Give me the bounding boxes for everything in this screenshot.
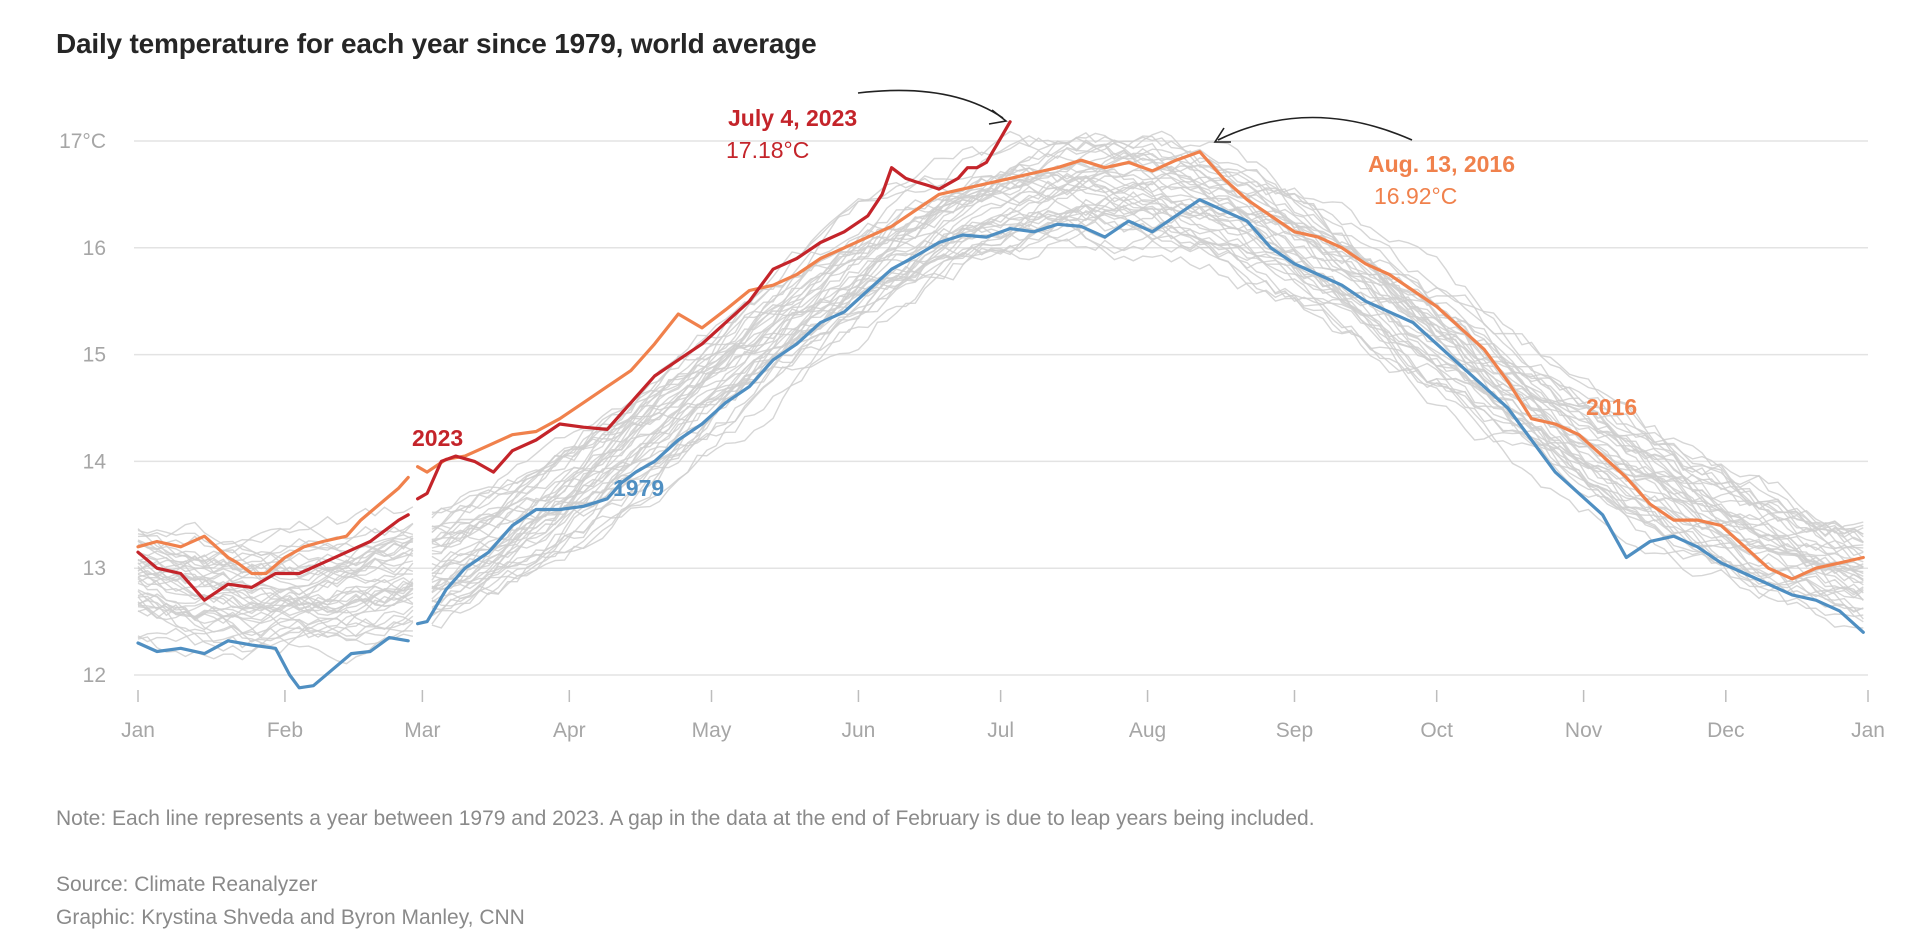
footnote-note: Note: Each line represents a year betwee… [56, 807, 1315, 830]
x-tick-label: May [692, 719, 732, 742]
y-axis: 12 13 14 15 16 17°C [59, 130, 106, 687]
temperature-chart: 12 13 14 15 16 17°C Jan Feb Mar Apr May Jun Jul Aug S… [59, 89, 1885, 742]
y-tick-label: 16 [83, 237, 106, 260]
x-tick-label: Sep [1276, 719, 1313, 742]
background-year-line [137, 537, 414, 578]
x-tick-label: Jul [987, 719, 1014, 742]
background-year-line [137, 559, 414, 617]
x-tick-label: Aug [1129, 719, 1166, 742]
x-tick-label: Feb [267, 719, 303, 742]
annotation-july-4-2023-arrowhead [988, 109, 1008, 125]
chart-title: Daily temperature for each year since 19… [56, 28, 817, 59]
y-tick-label: 12 [83, 664, 106, 687]
annotation-july-4-2023-value: 17.18°C [726, 137, 809, 163]
footnote-graphic: Graphic: Krystina Shveda and Byron Manle… [56, 906, 525, 929]
background-year-line [137, 595, 414, 638]
background-year-line [431, 220, 1864, 615]
background-year-line [431, 142, 1864, 541]
background-year-line [137, 522, 414, 568]
annotation-july-4-2023-label: July 4, 2023 [728, 105, 857, 131]
background-year-line [137, 592, 414, 647]
background-year-line [431, 173, 1864, 590]
y-tick-label: 17°C [59, 130, 106, 153]
series-line-2016 [136, 475, 410, 576]
annotation-aug-13-2016-arrowhead [1213, 127, 1231, 143]
background-year-line [137, 578, 414, 625]
y-tick-label: 14 [83, 450, 107, 473]
background-years-lines [137, 130, 1864, 665]
x-axis: Jan Feb Mar Apr May Jun Jul Aug Sep Oct Nov Dec Jan [121, 690, 1885, 742]
background-year-line [137, 594, 414, 618]
background-year-line [137, 530, 414, 583]
series-line-1979 [416, 198, 1865, 634]
label-2023: 2023 [412, 425, 463, 451]
background-year-line [431, 197, 1864, 594]
background-year-line [137, 565, 414, 614]
x-tick-label: Nov [1565, 719, 1603, 742]
background-year-line [431, 205, 1864, 618]
x-tick-label: Jan [1851, 719, 1885, 742]
label-2016: 2016 [1586, 394, 1637, 420]
annotation-aug-13-2016-value: 16.92°C [1374, 183, 1457, 209]
background-year-line [431, 194, 1864, 588]
x-tick-label: Oct [1420, 719, 1453, 742]
background-year-line [431, 202, 1864, 625]
grid-layer [134, 140, 1868, 676]
background-year-line [137, 529, 414, 561]
y-tick-label: 15 [83, 344, 106, 367]
background-year-line [431, 210, 1864, 601]
background-year-line [431, 180, 1864, 613]
highlighted-years-lines [136, 120, 1865, 690]
background-year-line [431, 137, 1864, 544]
x-tick-label: Dec [1707, 719, 1744, 742]
background-year-line [431, 153, 1864, 572]
background-year-line [431, 201, 1864, 590]
label-1979: 1979 [613, 475, 664, 501]
background-year-line [137, 608, 414, 661]
series-line-2016 [416, 150, 1865, 581]
background-year-line [431, 176, 1864, 582]
background-year-line [137, 576, 414, 637]
background-year-line [137, 576, 414, 609]
background-year-line [431, 130, 1864, 537]
footnote-source: Source: Climate Reanalyzer [56, 873, 318, 896]
series-line-1979 [136, 636, 410, 690]
background-year-line [137, 604, 414, 649]
annotations: July 4, 2023 17.18°C Aug. 13, 2016 16.92… [412, 89, 1637, 501]
background-year-line [137, 520, 414, 546]
series-line-2023 [136, 513, 410, 602]
background-year-line [431, 136, 1864, 555]
x-tick-label: Jun [842, 719, 876, 742]
x-tick-label: Jan [121, 719, 155, 742]
background-year-line [137, 585, 414, 646]
annotation-aug-13-2016-arrow [1217, 116, 1413, 141]
background-year-line [137, 556, 414, 606]
background-year-line [431, 144, 1864, 576]
background-year-line [431, 206, 1864, 609]
x-tick-label: Mar [404, 719, 440, 742]
background-year-line [137, 557, 414, 611]
background-year-line [137, 547, 414, 612]
background-year-line [137, 543, 414, 588]
annotation-july-4-2023-arrow [857, 89, 1004, 119]
y-tick-label: 13 [83, 557, 106, 580]
series-line-2023 [416, 120, 1012, 501]
x-tick-label: Apr [553, 719, 586, 742]
background-year-line [137, 540, 414, 563]
background-year-line [431, 163, 1864, 536]
background-year-line [137, 562, 414, 603]
annotation-aug-13-2016-label: Aug. 13, 2016 [1368, 151, 1515, 177]
background-year-line [431, 135, 1864, 549]
